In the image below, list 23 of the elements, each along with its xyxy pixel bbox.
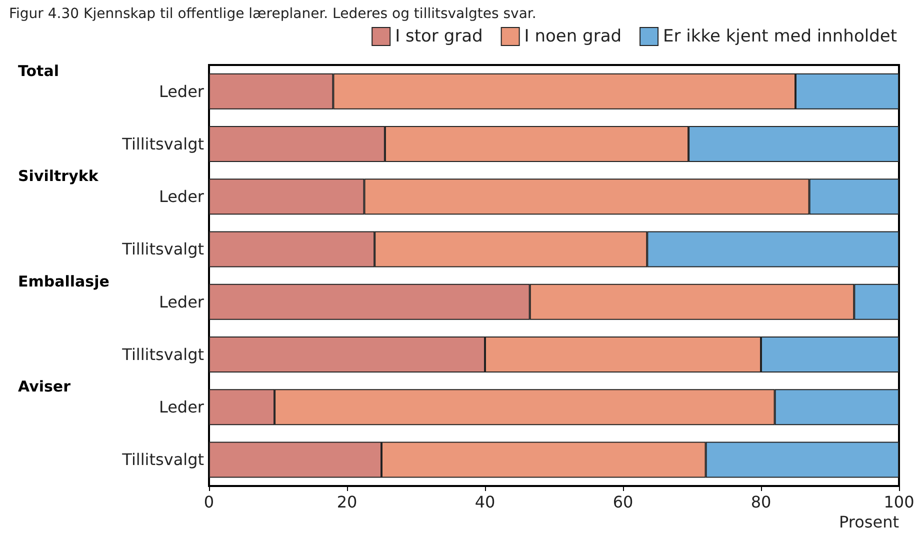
- y-tick-label: Leder: [158, 292, 204, 312]
- chart-title: Figur 4.30 Kjennskap til offentlige læreplaner. Lederes og tillitsvalgtes svar.: [9, 6, 536, 22]
- y-tick-label: Leder: [158, 187, 204, 206]
- legend-label: I stor grad: [395, 26, 483, 46]
- text: Emballasje: [18, 272, 110, 290]
- x-tick-label: 20: [336, 492, 358, 512]
- legend-label: Er ikke kjent med innholdet: [663, 26, 898, 46]
- y-tick-label: Tillitsvalgt: [121, 240, 204, 259]
- y-tick-label: Leder: [158, 398, 204, 417]
- x-tick-label: 60: [612, 492, 634, 512]
- y-tick-label: Tillitsvalgt: [121, 134, 204, 154]
- x-axis-title: Prosent: [839, 512, 899, 532]
- text: Total: [18, 62, 59, 80]
- x-tick-label: 80: [750, 492, 772, 512]
- text: Siviltrykk: [18, 167, 100, 186]
- y-tick-label: Tillitsvalgt: [121, 344, 204, 364]
- y-tick-label: Tillitsvalgt: [121, 450, 204, 470]
- text: Aviser: [18, 378, 72, 396]
- x-tick-label: 100: [884, 492, 914, 512]
- x-tick-label: 0: [204, 492, 214, 512]
- x-tick-label: 40: [474, 492, 496, 512]
- legend-label: I noen grad: [524, 26, 622, 46]
- y-tick-label: Leder: [158, 82, 204, 101]
